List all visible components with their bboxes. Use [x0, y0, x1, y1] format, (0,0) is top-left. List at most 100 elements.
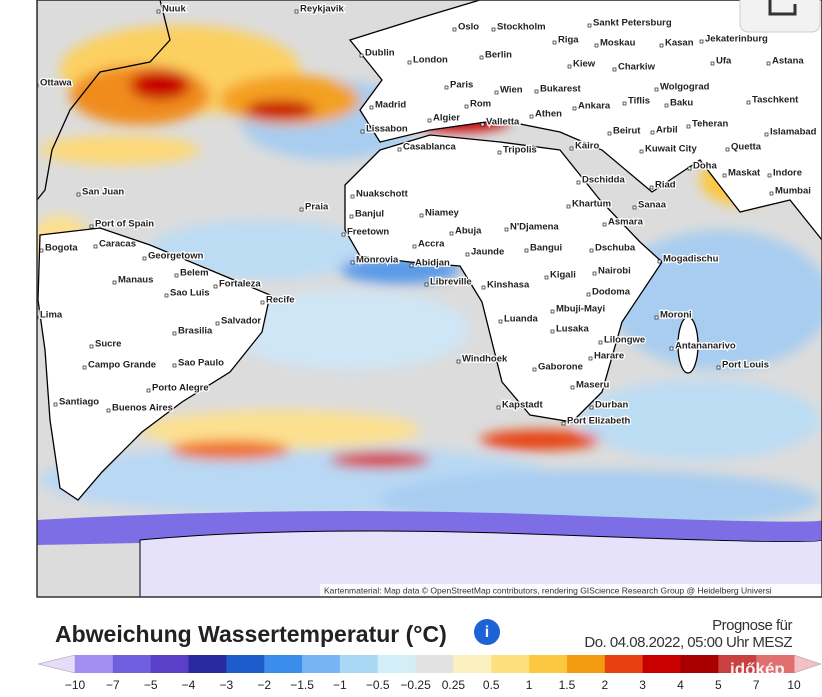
city-label: Kigali [550, 270, 576, 281]
scale-arrow-right [793, 654, 822, 674]
city-marker [669, 346, 674, 351]
city-label: Astana [772, 56, 804, 67]
city-marker [566, 204, 571, 209]
city-label: San Juan [82, 187, 124, 198]
scale-tick-label: −5 [144, 678, 158, 692]
city-marker [498, 319, 503, 324]
city-label: Nairobi [598, 266, 631, 277]
scale-segment [453, 655, 492, 673]
city-marker [452, 27, 457, 32]
city-label: Sanaa [638, 200, 667, 211]
north-america [37, 0, 171, 202]
city-marker [93, 244, 98, 249]
city-label: Buenos Aires [112, 403, 173, 414]
city-label: Wolgograd [660, 82, 710, 93]
city-label: Dschidda [582, 175, 625, 186]
city-label: Stockholm [497, 22, 546, 33]
scale-segment [415, 655, 454, 673]
city-marker [686, 124, 691, 129]
city-marker [767, 173, 772, 178]
city-label: Port Louis [722, 360, 769, 371]
city-label: Kinshasa [487, 280, 530, 291]
scale-arrow-left [37, 654, 76, 674]
city-label: Tiflis [628, 96, 650, 107]
city-label: Mbuji-Mayi [556, 304, 605, 315]
city-marker [491, 27, 496, 32]
city-label: Riad [655, 180, 676, 191]
city-marker [409, 263, 414, 268]
city-label: Praia [305, 202, 329, 213]
city-label: Luanda [504, 314, 538, 325]
city-label: Dublin [365, 48, 395, 59]
city-marker [544, 275, 549, 280]
city-label: Rom [470, 99, 491, 110]
city-marker [164, 293, 169, 298]
scale-segment [680, 655, 719, 673]
city-marker [552, 40, 557, 45]
scale-tick-label: 5 [715, 678, 722, 692]
city-label: Maseru [576, 380, 609, 391]
antarctica [139, 530, 822, 597]
city-marker [572, 106, 577, 111]
city-label: Brasilia [178, 326, 213, 337]
city-marker [607, 131, 612, 136]
scale-segment [566, 655, 606, 673]
city-label: Taschkent [752, 95, 799, 106]
city-marker [172, 363, 177, 368]
info-button[interactable] [474, 619, 500, 645]
city-label: Ankara [578, 101, 611, 112]
city-label: Oslo [458, 22, 479, 33]
city-label: Manaus [118, 275, 153, 286]
city-label: Ottawa [40, 78, 72, 89]
city-marker [479, 55, 484, 60]
city-marker [725, 147, 730, 152]
city-marker [464, 104, 469, 109]
city-label: Nuuk [162, 4, 186, 15]
city-marker [213, 284, 218, 289]
city-label: Charkiw [618, 62, 656, 73]
city-marker [699, 39, 704, 44]
attribution: Kartenmaterial: Map data © OpenStreetMap… [324, 585, 772, 595]
city-marker [341, 232, 346, 237]
city-marker [654, 87, 659, 92]
city-label: Lissabon [366, 124, 408, 135]
share-icon [768, 0, 797, 16]
legend-title: Abweichung Wassertemperatur (°C) [55, 621, 447, 647]
scale-segment [756, 655, 795, 673]
scale-segment [150, 655, 190, 673]
city-marker [588, 356, 593, 361]
scale-segment [529, 655, 568, 673]
color-scale: −10 −7 −5 −4 −3 −2 −1.5 −1 −0.5 −0.25 0.25 0.5 1 1.5 2… [37, 654, 822, 692]
city-label: Madrid [375, 100, 406, 111]
city-marker [82, 365, 87, 370]
city-marker [664, 103, 669, 108]
city-label: Dodoma [592, 287, 631, 298]
city-marker [496, 405, 501, 410]
city-marker [156, 9, 161, 14]
city-label: Beirut [613, 126, 641, 137]
city-marker [449, 231, 454, 236]
city-marker [76, 192, 81, 197]
scale-segment [339, 655, 379, 673]
city-marker [349, 214, 354, 219]
city-marker [524, 248, 529, 253]
city-marker [598, 340, 603, 345]
city-marker [407, 60, 412, 65]
city-marker [570, 385, 575, 390]
city-marker [424, 282, 429, 287]
share-button[interactable] [739, 0, 821, 33]
city-marker [550, 329, 555, 334]
city-marker [594, 43, 599, 48]
city-marker [89, 344, 94, 349]
city-marker [532, 367, 537, 372]
city-label: Caracas [99, 239, 136, 250]
city-label: Maskat [728, 168, 761, 179]
city-marker [769, 191, 774, 196]
city-label: Quetta [731, 142, 762, 153]
city-marker [174, 273, 179, 278]
city-label: Riga [558, 35, 579, 46]
city-marker [766, 61, 771, 66]
eurasia [348, 0, 822, 242]
south-america [37, 227, 271, 501]
